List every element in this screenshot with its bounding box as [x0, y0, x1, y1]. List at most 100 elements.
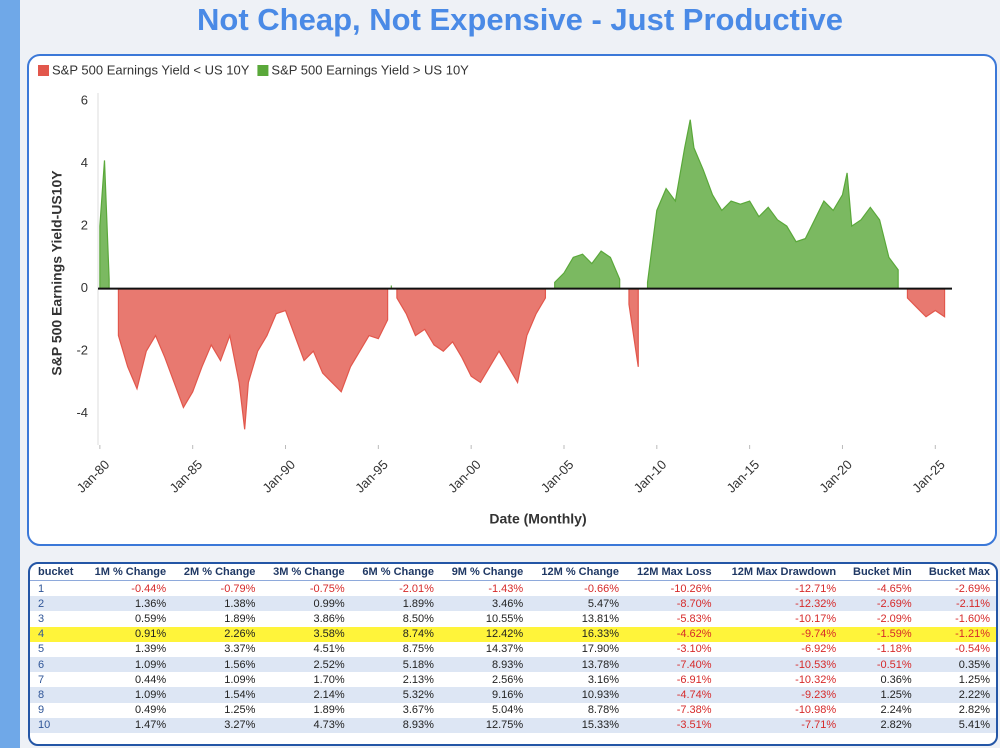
- table-cell: 4.51%: [313, 643, 345, 656]
- table-cell: -7.38%: [676, 704, 712, 717]
- header-cell: bucket: [30, 564, 83, 581]
- table-row: 8 1.09% 1.54% 2.14% 5.32% 9.16% 10.93% -4.74% -9…: [30, 687, 996, 703]
- table-cell: -12.32%: [717, 596, 843, 612]
- table-cell: 0.99%: [261, 596, 351, 612]
- table-cell: 1.25%: [958, 673, 990, 686]
- header-cell: 2M % Change: [172, 564, 262, 581]
- table-cell: 5.47%: [529, 596, 626, 612]
- y-axis-label: S&P 500 Earnings Yield-US10Y: [49, 170, 65, 376]
- table-cell: 5: [38, 643, 45, 656]
- x-axis-label: Date (Monthly): [489, 511, 586, 527]
- table-cell: 0.35%: [917, 656, 996, 673]
- table-cell: -7.71%: [717, 717, 843, 733]
- table-cell: 1.36%: [82, 596, 173, 612]
- table-cell: 2.82%: [842, 717, 918, 733]
- table-cell: 1.09%: [82, 656, 173, 673]
- table-cell: 3.58%: [261, 626, 351, 642]
- table-cell: 5.18%: [350, 656, 440, 673]
- table-cell: 1: [38, 582, 45, 595]
- header-cell: 9M % Change: [439, 564, 530, 581]
- table-cell: 9.16%: [439, 687, 530, 703]
- table-cell: 10.93%: [529, 687, 626, 703]
- y-tick-label: 2: [81, 218, 88, 233]
- table-cell: 5.32%: [350, 687, 440, 703]
- table-cell: 8.93%: [439, 656, 530, 673]
- table-cell: 2.82%: [958, 704, 990, 717]
- table-cell: -4.74%: [625, 687, 718, 703]
- y-tick-label: 0: [81, 280, 88, 295]
- table-cell: 1.09%: [82, 687, 173, 703]
- table-cell: -1.60%: [955, 612, 990, 625]
- table-cell: 10.55%: [485, 612, 524, 625]
- table-cell: 0.91%: [82, 626, 173, 642]
- table-cell: 0.44%: [134, 673, 167, 686]
- y-tick-label: 6: [81, 92, 88, 107]
- table-row: 1 -0.44% -0.79% -0.75% -2.01% -1.43% -0.66% -10…: [30, 581, 996, 597]
- table-cell: 2.52%: [261, 656, 351, 673]
- table-cell: 3.86%: [313, 612, 345, 625]
- table-cell: 2: [30, 596, 83, 612]
- table-cell: 13.81%: [581, 612, 620, 625]
- table-cell: -2.69%: [955, 582, 990, 595]
- table-cell: 8.75%: [402, 643, 434, 656]
- legend-label: S&P 500 Earnings Yield > US 10Y: [271, 62, 469, 77]
- table-cell: -6.92%: [801, 643, 837, 656]
- table-cell: -6.91%: [676, 673, 712, 686]
- table-cell: 1.70%: [313, 673, 345, 686]
- table-cell: 8.50%: [402, 612, 434, 625]
- area: [117, 288, 946, 430]
- table-cell: 8: [30, 687, 83, 703]
- table-cell: -0.66%: [584, 582, 620, 595]
- table-cell: 3.16%: [587, 673, 620, 686]
- table-row: 9 0.49% 1.25% 1.89% 3.67% 5.04% 8.78% -7.38% -10…: [30, 703, 996, 718]
- table-cell: -5.83%: [676, 612, 712, 625]
- table-cell: 0.36%: [880, 673, 912, 686]
- header-cell: 12M Max Loss: [625, 564, 718, 581]
- table-cell: 5.04%: [492, 704, 524, 717]
- table-cell: 13.78%: [529, 656, 626, 673]
- table-cell: 16.33%: [529, 626, 626, 642]
- table-cell: 1.47%: [82, 717, 173, 733]
- table-cell: 1.09%: [224, 673, 256, 686]
- table-cell: 3.37%: [224, 643, 256, 656]
- table-panel: bucket 1M % Change 2M % Change 3M % Change 6…: [28, 562, 998, 746]
- table: bucket 1M % Change 2M % Change 3M % Change 6…: [30, 564, 996, 733]
- table-cell: -0.54%: [955, 643, 990, 656]
- table-cell: 6: [30, 656, 83, 673]
- table-cell: -8.70%: [625, 596, 718, 612]
- table-cell: -2.09%: [876, 612, 912, 625]
- table-cell: -0.51%: [842, 656, 918, 673]
- table-cell: -3.10%: [676, 643, 712, 656]
- header-cell: 12M % Change: [529, 564, 626, 581]
- y-tick-label: -4: [76, 405, 88, 420]
- chart-title: Not Cheap, Not Expensive - Just Producti…: [197, 2, 843, 37]
- header-cell: 12M Max Drawdown: [717, 564, 843, 581]
- table-cell: 2.26%: [172, 626, 262, 642]
- table-cell: 2.24%: [880, 704, 912, 717]
- table-row: 10 1.47% 3.27% 4.73% 8.93% 12.75% 15.33% -3.51%…: [30, 717, 996, 733]
- table-row: 7 0.44% 1.09% 1.70% 2.13% 2.56% 3.16% -6.91% -10…: [30, 672, 996, 687]
- header-cell: Bucket Min: [842, 564, 918, 581]
- table-cell: 9: [38, 704, 45, 717]
- table-cell: 3.46%: [439, 596, 530, 612]
- table-cell: -2.01%: [399, 582, 434, 595]
- table-cell: -10.32%: [795, 673, 837, 686]
- header-cell: 6M % Change: [350, 564, 440, 581]
- table-cell: 4.73%: [261, 717, 351, 733]
- table-cell: -10.98%: [795, 704, 837, 717]
- table-cell: 3.27%: [172, 717, 262, 733]
- table-cell: 4: [30, 626, 83, 642]
- table-cell: 1.25%: [224, 704, 256, 717]
- table-cell: -0.44%: [131, 582, 167, 595]
- table-cell: -9.23%: [717, 687, 843, 703]
- table-cell: 1.89%: [313, 704, 345, 717]
- table-cell: 15.33%: [529, 717, 626, 733]
- table-cell: 14.37%: [485, 643, 524, 656]
- table-cell: -2.69%: [842, 596, 918, 612]
- table-cell: -7.40%: [625, 656, 718, 673]
- table-cell: 8.93%: [350, 717, 440, 733]
- table-cell: -0.75%: [309, 582, 345, 595]
- table-cell: -2.11%: [917, 596, 996, 612]
- table-cell: 5.41%: [917, 717, 996, 733]
